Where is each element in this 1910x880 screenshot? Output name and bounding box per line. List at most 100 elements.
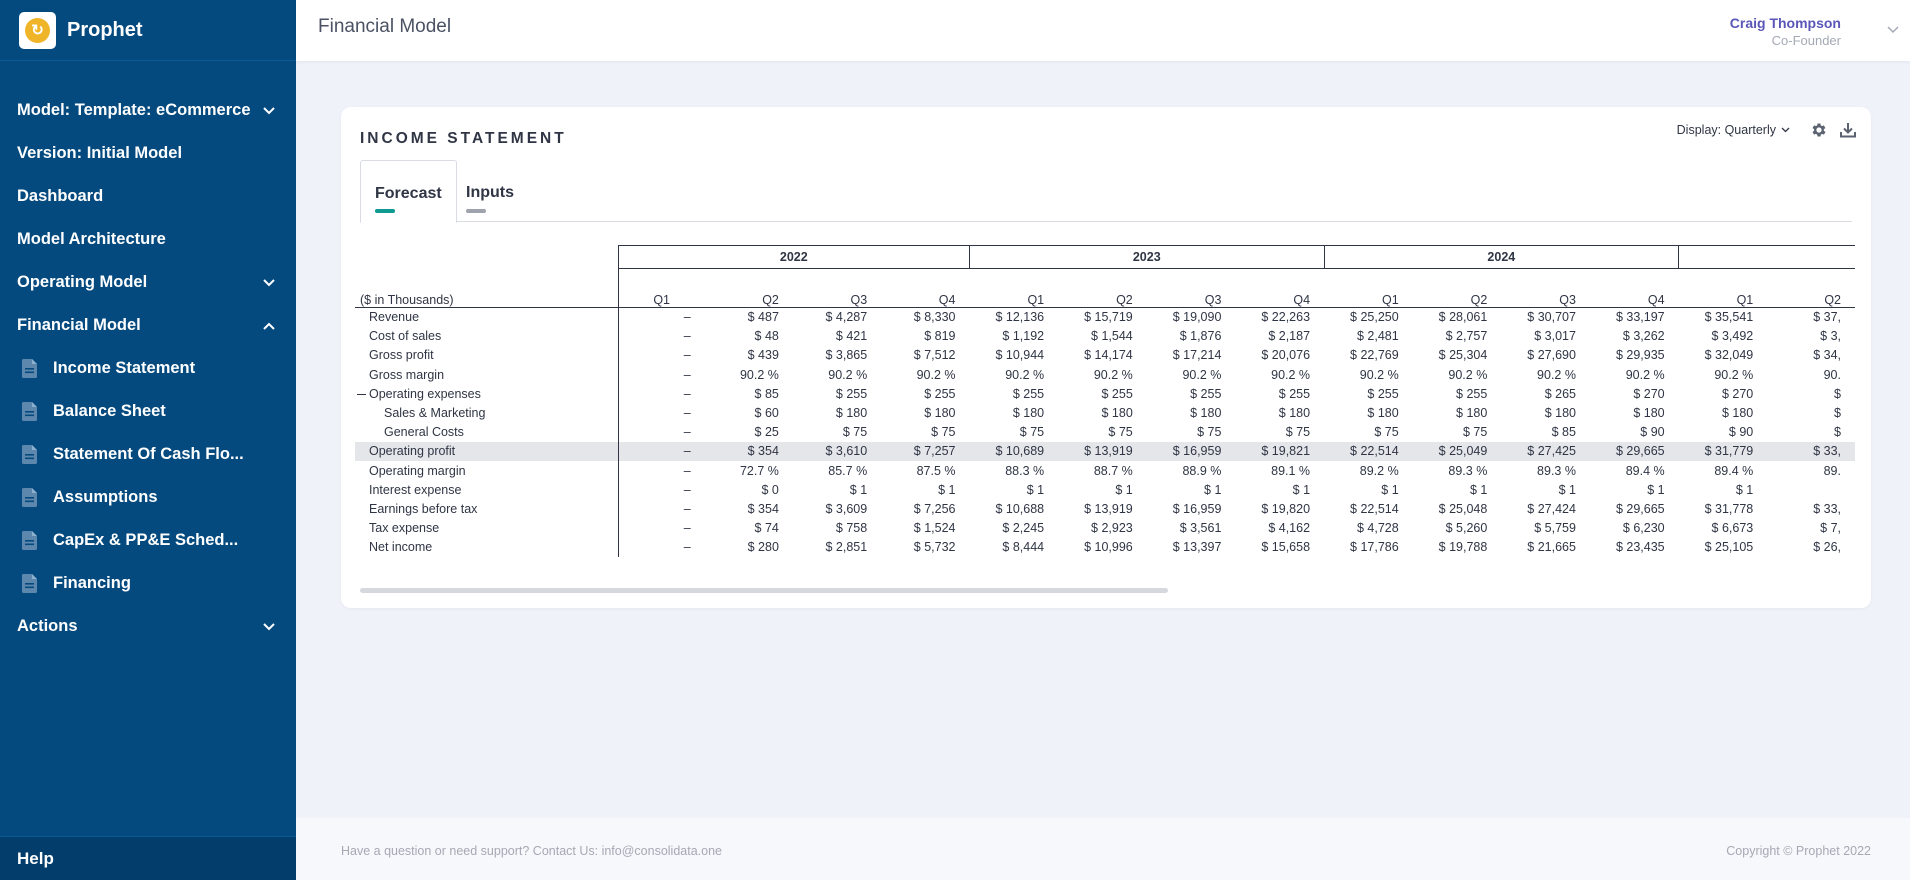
sidebar-item-actions[interactable]: Actions [0, 605, 296, 648]
row-label-text: Operating expenses [369, 386, 481, 401]
table-cell: 89.2 % [1359, 463, 1399, 478]
table-row: Operating profit – $ 354 $ 3,610 $ 7,257 $ 10… [355, 441, 1855, 461]
table-cell: $ 10,688 [995, 501, 1045, 516]
table-cell: $ 1 [1469, 482, 1488, 497]
table-cell: $ 3,609 [825, 501, 868, 516]
table-cell: $ 85 [1551, 425, 1576, 440]
table-cell: $ 180 [924, 406, 956, 421]
table-cell: $ 7,256 [913, 501, 956, 516]
table-cell: $ 31,779 [1678, 441, 1768, 461]
table-cell: $ 180 [1101, 406, 1133, 421]
table-cell: $ 15,658 [1261, 540, 1311, 555]
table-cell: 89.3 % [1537, 463, 1576, 478]
user-menu[interactable]: Craig Thompson Co-Founder [1730, 15, 1841, 48]
table-cell: – [618, 441, 705, 461]
table-cell: $ 2,757 [1445, 329, 1488, 344]
sidebar-item-operating-model[interactable]: Operating Model [0, 261, 296, 304]
document-icon [22, 531, 37, 550]
row-label[interactable]: Operating expenses [355, 384, 619, 404]
table-cell: $ 19,820 [1261, 501, 1311, 516]
sidebar-item-label: Assumptions [53, 488, 158, 506]
table-cell: $ 19,090 [1172, 310, 1222, 325]
row-label-text: General Costs [384, 425, 464, 440]
table-cell: $ 3,262 [1622, 329, 1665, 344]
logo: ↻ [19, 11, 56, 49]
table-cell: $ 4,728 [1356, 521, 1399, 536]
table-cell: $ 1 [1381, 482, 1399, 497]
table-cell: $ 85 [754, 386, 779, 401]
table-cell: $ 6,673 [1711, 521, 1754, 536]
sidebar-item-income-statement[interactable]: Income Statement [0, 347, 296, 390]
tab-inputs[interactable]: Inputs [452, 160, 528, 222]
table-cell: $ 29,935 [1615, 348, 1665, 363]
table-cell: 89. [1823, 463, 1841, 478]
table-row: Operating expenses – $ 85 $ 255 $ 255 $ 255 $ … [355, 384, 1855, 404]
gap-cell [617, 268, 1855, 289]
table-cell: $ 4,162 [1268, 521, 1311, 536]
year-header [1678, 245, 1855, 269]
table-cell: $ 16,959 [1146, 441, 1236, 461]
quarter-header: Q4 [881, 288, 970, 308]
sidebar-item-version[interactable]: Version: Initial Model [0, 132, 296, 175]
document-icon [22, 488, 37, 507]
table-cell: $ 90 [1640, 425, 1665, 440]
table-cell: $ 2,923 [1091, 521, 1133, 536]
table-cell: 90.2 % [1182, 367, 1222, 382]
sidebar-item-dashboard[interactable]: Dashboard [0, 175, 296, 218]
download-icon[interactable] [1839, 121, 1857, 139]
table-cell: $ 37, [1813, 310, 1841, 325]
display-select[interactable]: Display: Quarterly [1677, 123, 1790, 137]
table-cell: $ 10,996 [1084, 540, 1133, 555]
support-text: Have a question or need support? Contact… [341, 844, 722, 858]
row-label: Interest expense [355, 480, 619, 500]
table-cell: – [683, 386, 691, 401]
row-label: Earnings before tax [355, 499, 619, 519]
table-cell: $ 25,048 [1438, 501, 1488, 516]
table-row: Revenue – $ 487 $ 4,287 $ 8,330 $ 12,136 $ 15,… [355, 307, 1855, 327]
brand[interactable]: ↻ Prophet [0, 0, 296, 61]
gear-icon[interactable] [1810, 121, 1828, 139]
collapse-icon[interactable] [357, 394, 366, 396]
horizontal-scrollbar[interactable] [360, 588, 1168, 593]
table-cell: $ 354 [747, 501, 779, 516]
sidebar-item-balance-sheet[interactable]: Balance Sheet [0, 390, 296, 433]
table-cell: $ 75 [842, 425, 868, 440]
sidebar-item-model[interactable]: Model: Template: eCommerce [0, 89, 296, 132]
sidebar-item-capex[interactable]: CapEx & PP&E Sched... [0, 519, 296, 562]
row-label-text: Earnings before tax [369, 501, 478, 516]
help-button[interactable]: Help [0, 836, 296, 880]
table-cell: $ 90 [1728, 425, 1754, 440]
header: Financial Model Craig Thompson Co-Founde… [296, 0, 1910, 61]
sidebar-item-label: Actions [17, 617, 78, 635]
table-cell: $ 4,287 [825, 310, 868, 325]
table-cell: $ 17,786 [1350, 540, 1399, 555]
table-cell: $ 8,444 [1002, 540, 1045, 555]
sidebar-item-cash-flow[interactable]: Statement Of Cash Flo... [0, 433, 296, 476]
sidebar-item-financial-model[interactable]: Financial Model [0, 304, 296, 347]
sidebar-item-model-architecture[interactable]: Model Architecture [0, 218, 296, 261]
chevron-down-icon[interactable] [1886, 22, 1900, 36]
table-cell: $ [1834, 406, 1841, 421]
table-row: Gross margin – 90.2 % 90.2 % 90.2 % 90.2 % 90.… [355, 365, 1855, 385]
table-cell: $ 22,263 [1261, 310, 1311, 325]
table-cell: $ 180 [1456, 406, 1488, 421]
table-cell: $ 1,192 [1002, 329, 1045, 344]
tab-label: Forecast [375, 185, 442, 202]
table-cell: $ 25,304 [1438, 348, 1488, 363]
table-cell: $ 5,759 [1534, 521, 1576, 536]
table-cell: – [683, 540, 691, 555]
quarter-header: Q3 [1501, 288, 1590, 308]
sidebar-item-assumptions[interactable]: Assumptions [0, 476, 296, 519]
table-cell: $ 354 [704, 441, 793, 461]
table-cell: $ 25,105 [1704, 540, 1754, 555]
user-role: Co-Founder [1771, 33, 1841, 48]
row-label: Gross margin [355, 365, 619, 385]
table-cell: $ 1 [849, 482, 868, 497]
sidebar-item-financing[interactable]: Financing [0, 562, 296, 605]
tab-bar: Forecast Inputs [360, 160, 1852, 223]
table-cell: $ 25 [754, 425, 779, 440]
table-cell: 90.2 % [1537, 367, 1576, 382]
table-cell: – [683, 501, 691, 516]
tab-forecast[interactable]: Forecast [360, 160, 457, 223]
page-title: Financial Model [318, 16, 452, 37]
